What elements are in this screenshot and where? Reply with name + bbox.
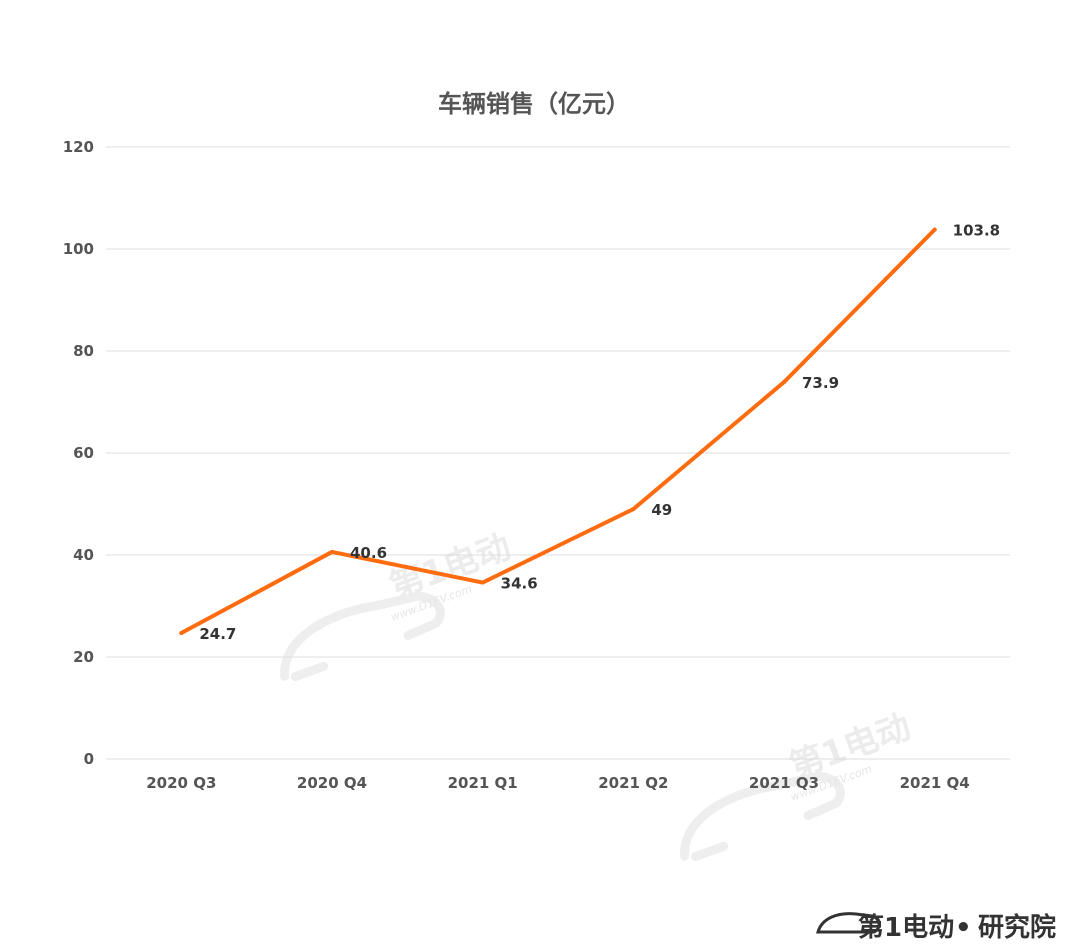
gridlines: [106, 146, 1010, 760]
data-point: [932, 227, 937, 232]
data-label: 103.8: [953, 222, 1000, 240]
y-axis: 0 20 40 60 80 100 120: [63, 138, 94, 768]
data-point: [480, 580, 485, 585]
x-tick-label: 2021 Q4: [900, 774, 970, 792]
data-point: [179, 631, 184, 636]
series-line: [179, 227, 937, 636]
y-tick-label: 60: [73, 444, 94, 462]
brand-name: 第1电动: [858, 912, 954, 943]
x-axis: 2020 Q3 2020 Q4 2021 Q1 2021 Q2 2021 Q3 2021 …: [146, 774, 970, 792]
data-point: [330, 549, 334, 554]
data-label: 40.6: [350, 544, 387, 562]
data-point: [631, 507, 636, 512]
brand-separator: •: [955, 913, 972, 943]
y-tick-label: 80: [73, 342, 94, 360]
y-tick-label: 20: [73, 648, 94, 666]
chart-title: 车辆销售（亿元）: [438, 90, 630, 118]
x-tick-label: 2021 Q2: [598, 774, 668, 792]
data-labels: 24.7 40.6 34.6 49 73.9 103.8: [199, 222, 1000, 643]
car-watermark-icon: [280, 592, 445, 682]
car-logo-icon: [816, 912, 881, 934]
x-tick-label: 2020 Q4: [297, 774, 367, 792]
brand-footer: 第1电动 • 研究院: [816, 912, 1056, 943]
x-tick-label: 2021 Q3: [749, 774, 819, 792]
y-tick-label: 40: [73, 546, 94, 564]
data-label: 24.7: [199, 625, 236, 643]
data-label: 73.9: [802, 374, 839, 392]
car-watermark-icon: [680, 772, 845, 862]
y-tick-label: 0: [84, 750, 94, 768]
brand-suffix: 研究院: [978, 912, 1056, 943]
y-tick-label: 120: [63, 138, 94, 156]
y-tick-label: 100: [63, 240, 94, 258]
data-label: 49: [651, 501, 672, 519]
data-point: [782, 380, 786, 385]
data-label: 34.6: [501, 575, 538, 593]
series: [179, 227, 937, 636]
x-tick-label: 2020 Q3: [146, 774, 216, 792]
x-tick-label: 2021 Q1: [448, 774, 518, 792]
